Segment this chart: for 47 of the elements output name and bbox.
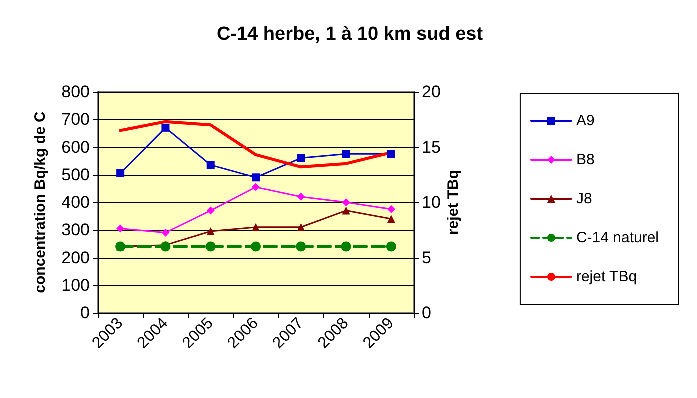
y-tick-label: 400: [62, 193, 90, 212]
point: [297, 223, 306, 232]
point: [387, 150, 396, 158]
legend-label: B8: [576, 152, 595, 168]
point: [297, 192, 306, 201]
point: [206, 206, 215, 215]
y-tick-label: 700: [62, 110, 90, 130]
legend-label: C-14 naturel: [576, 230, 660, 246]
y-axis-title: concentration Bq/kg de C: [32, 111, 49, 294]
y-tick-label: 300: [62, 220, 90, 240]
chart-title: C-14 herbe, 1 à 10 km sud est: [216, 24, 484, 45]
y-tick-label: 0: [80, 304, 90, 322]
point: [162, 228, 170, 237]
point: [160, 242, 171, 252]
point: [341, 242, 352, 252]
point: [252, 174, 260, 182]
y2-tick-label: 15: [422, 138, 441, 157]
y2-tick-label: 10: [422, 193, 441, 212]
y-tick-label: 200: [62, 248, 90, 268]
point: [387, 205, 396, 214]
legend-label: J8: [576, 190, 592, 208]
point: [252, 223, 260, 232]
y-tick-label: 100: [62, 276, 90, 295]
point: [251, 242, 261, 252]
point: [206, 242, 216, 252]
y2-axis-title: rejet TBq: [445, 170, 462, 236]
point: [297, 154, 306, 162]
point: [296, 242, 306, 252]
point: [206, 228, 215, 236]
point: [162, 124, 170, 132]
y2-tick-label: 5: [422, 248, 432, 268]
point: [342, 150, 350, 158]
legend-label: rejet TBq: [576, 268, 638, 286]
point: [342, 206, 350, 215]
point: [206, 161, 215, 170]
point: [386, 242, 396, 252]
point: [387, 215, 396, 224]
point: [116, 169, 125, 178]
legend-label: A9: [576, 112, 595, 130]
point: [116, 224, 125, 233]
point: [252, 183, 260, 192]
y-tick-label: 500: [62, 165, 90, 184]
y2-tick-label: 0: [422, 304, 432, 322]
point: [342, 198, 350, 206]
y-tick-label: 800: [62, 82, 90, 102]
y-tick-label: 600: [62, 138, 90, 157]
y2-tick-label: 20: [422, 82, 441, 102]
